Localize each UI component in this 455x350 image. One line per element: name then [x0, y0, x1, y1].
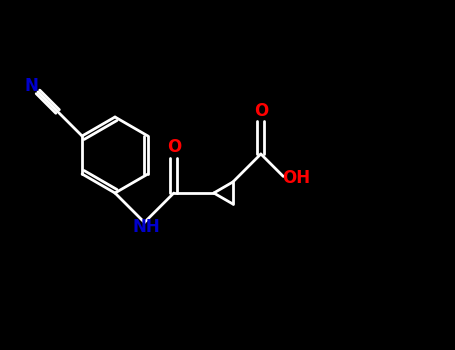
Text: NH: NH: [132, 218, 160, 236]
Text: N: N: [25, 77, 39, 95]
Text: O: O: [167, 138, 181, 156]
Text: O: O: [254, 102, 268, 120]
Text: OH: OH: [282, 169, 310, 187]
